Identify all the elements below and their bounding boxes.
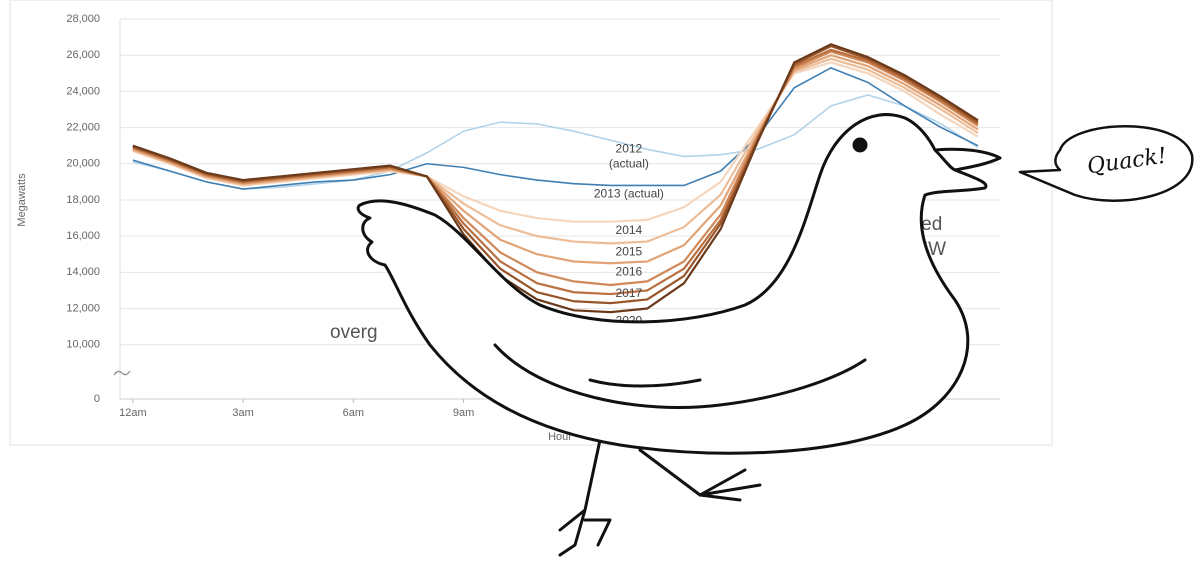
y-axis-label: Megawatts (16, 173, 28, 227)
series-label: 2017 (616, 286, 643, 300)
y-tick-label: 14,000 (66, 266, 100, 278)
y-tick-label: 0 (94, 393, 100, 405)
series-note: (actual) (609, 156, 649, 170)
y-tick-label: 12,000 (66, 302, 100, 314)
x-tick-label: 3am (232, 407, 253, 419)
y-tick-label: 20,000 (66, 158, 100, 170)
y-tick-label: 22,000 (66, 121, 100, 133)
annotation: overg (330, 322, 378, 343)
series-label: 2014 (616, 223, 643, 237)
y-tick-label: 16,000 (66, 230, 100, 242)
y-tick-label: 24,000 (66, 85, 100, 97)
y-tick-label: 10,000 (66, 339, 100, 351)
x-tick-label: 6am (343, 407, 364, 419)
x-tick-label: 12am (119, 407, 147, 419)
speech-bubble (1018, 125, 1194, 202)
series-label: 2016 (616, 264, 643, 278)
series-line (132, 94, 979, 190)
series-label: 2013 (actual) (594, 187, 664, 201)
duck-eye (852, 137, 868, 153)
duck-drawing: Quack! (356, 113, 1194, 557)
series-label: 2015 (616, 245, 643, 259)
series-line (132, 66, 979, 190)
x-tick-label: 9am (453, 407, 474, 419)
duck-leg (558, 438, 762, 557)
axis-break (113, 370, 131, 376)
duck-body (356, 113, 1002, 455)
y-tick-label: 18,000 (66, 194, 100, 206)
series-line (132, 43, 979, 314)
y-tick-label: 26,000 (66, 49, 100, 61)
y-tick-label: 28,000 (66, 13, 100, 25)
duck-wing (493, 343, 867, 409)
duck-beak-line (933, 148, 957, 172)
series-label: 2012 (616, 141, 643, 155)
